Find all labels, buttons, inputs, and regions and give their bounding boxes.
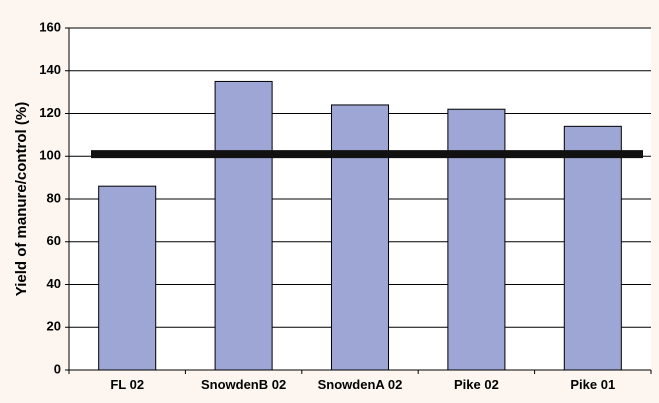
y-tick-label: 20 bbox=[47, 319, 61, 334]
bar bbox=[330, 104, 390, 371]
y-axis-label: Yield of manure/control (%) bbox=[13, 102, 30, 296]
x-tick-label: SnowdenB 02 bbox=[201, 377, 286, 392]
x-tick-labels: FL 02 SnowdenB 02 SnowdenA 02 Pike 02 Pike 0… bbox=[68, 370, 652, 392]
x-tick-label: Pike 02 bbox=[454, 377, 499, 392]
y-tick-label: 160 bbox=[39, 19, 61, 34]
y-tick-label: 40 bbox=[47, 276, 61, 291]
bar bbox=[214, 80, 273, 371]
bars bbox=[98, 80, 622, 371]
y-tick-label: 120 bbox=[39, 105, 61, 120]
y-tick-labels: 0 20 40 60 80 100 120 140 160 bbox=[39, 19, 69, 376]
y-tick-label: 100 bbox=[39, 148, 61, 163]
y-tick-label: 0 bbox=[54, 361, 61, 376]
bar bbox=[98, 185, 157, 371]
x-tick-label: SnowdenA 02 bbox=[318, 377, 403, 392]
bar bbox=[563, 125, 622, 371]
y-tick-label: 80 bbox=[47, 190, 61, 205]
x-tick-label: FL 02 bbox=[110, 377, 144, 392]
x-tick-label: Pike 01 bbox=[570, 377, 615, 392]
y-tick-label: 60 bbox=[47, 233, 61, 248]
bar bbox=[447, 108, 506, 371]
y-tick-label: 140 bbox=[39, 62, 61, 77]
